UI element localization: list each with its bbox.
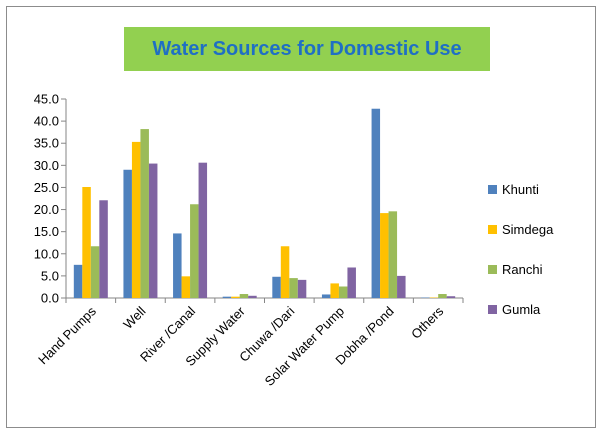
legend-label: Gumla [502, 302, 541, 317]
bar-gumla [347, 267, 356, 298]
legend-label: Ranchi [502, 262, 543, 277]
bar-khunti [272, 276, 281, 298]
bar-gumla [397, 275, 406, 298]
bar-ranchi [438, 294, 447, 298]
legend-swatch [488, 225, 497, 234]
legend-swatch [488, 265, 497, 274]
y-tick-label: 45.0 [34, 92, 59, 107]
bar-ranchi [90, 246, 100, 298]
bar-khunti [173, 233, 182, 298]
y-tick-label: 20.0 [34, 202, 59, 217]
bar-simdega [280, 246, 290, 298]
y-tick-label: 35.0 [34, 136, 59, 151]
bar-khunti [371, 108, 381, 299]
bar-gumla [297, 279, 307, 298]
bar-simdega [131, 141, 141, 298]
chart-title: Water Sources for Domestic Use [152, 37, 462, 60]
bar-gumla [99, 200, 108, 298]
bar-simdega [181, 276, 191, 298]
bar-gumla [248, 295, 257, 298]
bar-gumla [148, 163, 158, 298]
y-tick-label: 25.0 [34, 180, 59, 195]
bar-simdega [231, 296, 240, 298]
bar-khunti [73, 264, 83, 298]
bar-khunti [123, 169, 132, 298]
bar-ranchi [388, 211, 398, 298]
bar-ranchi [190, 204, 199, 298]
y-tick-label: 5.0 [41, 268, 59, 283]
legend-label: Simdega [502, 222, 554, 237]
bar-gumla [198, 162, 208, 298]
legend-swatch [488, 305, 497, 314]
bar-simdega [330, 283, 339, 298]
x-category-label: Well [120, 303, 148, 331]
legend-label: Khunti [502, 182, 539, 197]
x-category-label: Hand Pumps [35, 303, 99, 367]
chart-title-box: Water Sources for Domestic Use [124, 27, 490, 71]
bar-ranchi [289, 278, 298, 298]
bar-gumla [446, 296, 456, 298]
y-tick-label: 0.0 [41, 291, 59, 306]
bar-simdega [82, 187, 91, 298]
y-tick-label: 40.0 [34, 114, 59, 129]
bar-khunti [321, 294, 331, 298]
bar-ranchi [338, 286, 348, 298]
bar-khunti [222, 296, 232, 298]
x-category-label: Others [408, 303, 447, 342]
bar-simdega [380, 213, 389, 298]
bar-ranchi [140, 129, 149, 298]
y-tick-label: 15.0 [34, 224, 59, 239]
y-tick-label: 30.0 [34, 158, 59, 173]
y-tick-label: 10.0 [34, 246, 59, 261]
legend-swatch [488, 185, 497, 194]
bar-ranchi [239, 294, 249, 298]
